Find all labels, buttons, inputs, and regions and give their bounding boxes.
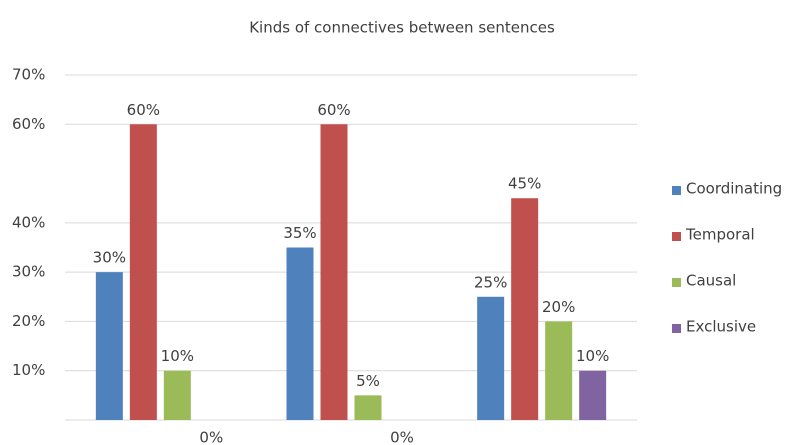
- legend-label: Temporal: [685, 226, 755, 244]
- bar: [354, 395, 382, 420]
- y-tick-label: 10%: [12, 361, 45, 379]
- data-label: 25%: [474, 273, 507, 291]
- bar: [95, 272, 123, 420]
- bar: [579, 370, 607, 420]
- bar: [477, 296, 505, 420]
- bar: [511, 198, 539, 420]
- data-label: 45%: [508, 175, 541, 193]
- chart-title: Kinds of connectives between sentences: [249, 19, 555, 37]
- legend-swatch: [672, 232, 681, 241]
- bar: [286, 247, 314, 420]
- data-label: 0%: [390, 429, 414, 445]
- data-label: 5%: [356, 372, 380, 390]
- data-label: 0%: [199, 429, 223, 445]
- bar: [545, 321, 573, 420]
- legend-swatch: [672, 278, 681, 287]
- legend-label: Causal: [686, 272, 736, 290]
- data-label: 35%: [283, 224, 316, 242]
- bar: [163, 370, 191, 420]
- y-tick-label: 20%: [12, 312, 45, 330]
- data-label: 20%: [542, 298, 575, 316]
- data-label: 60%: [127, 101, 160, 119]
- y-tick-label: 40%: [12, 213, 45, 231]
- data-label: 10%: [576, 347, 609, 365]
- legend-label: Exclusive: [686, 318, 756, 336]
- data-label: 30%: [93, 249, 126, 267]
- y-tick-label: 70%: [12, 66, 45, 84]
- legend-swatch: [672, 324, 681, 333]
- bar: [129, 124, 157, 421]
- bar: [320, 124, 348, 421]
- data-label: 60%: [317, 101, 350, 119]
- legend-swatch: [672, 186, 681, 195]
- y-tick-label: 30%: [12, 263, 45, 281]
- y-tick-label: 60%: [12, 115, 45, 133]
- legend-label: Coordinating: [686, 180, 782, 198]
- data-label: 10%: [161, 347, 194, 365]
